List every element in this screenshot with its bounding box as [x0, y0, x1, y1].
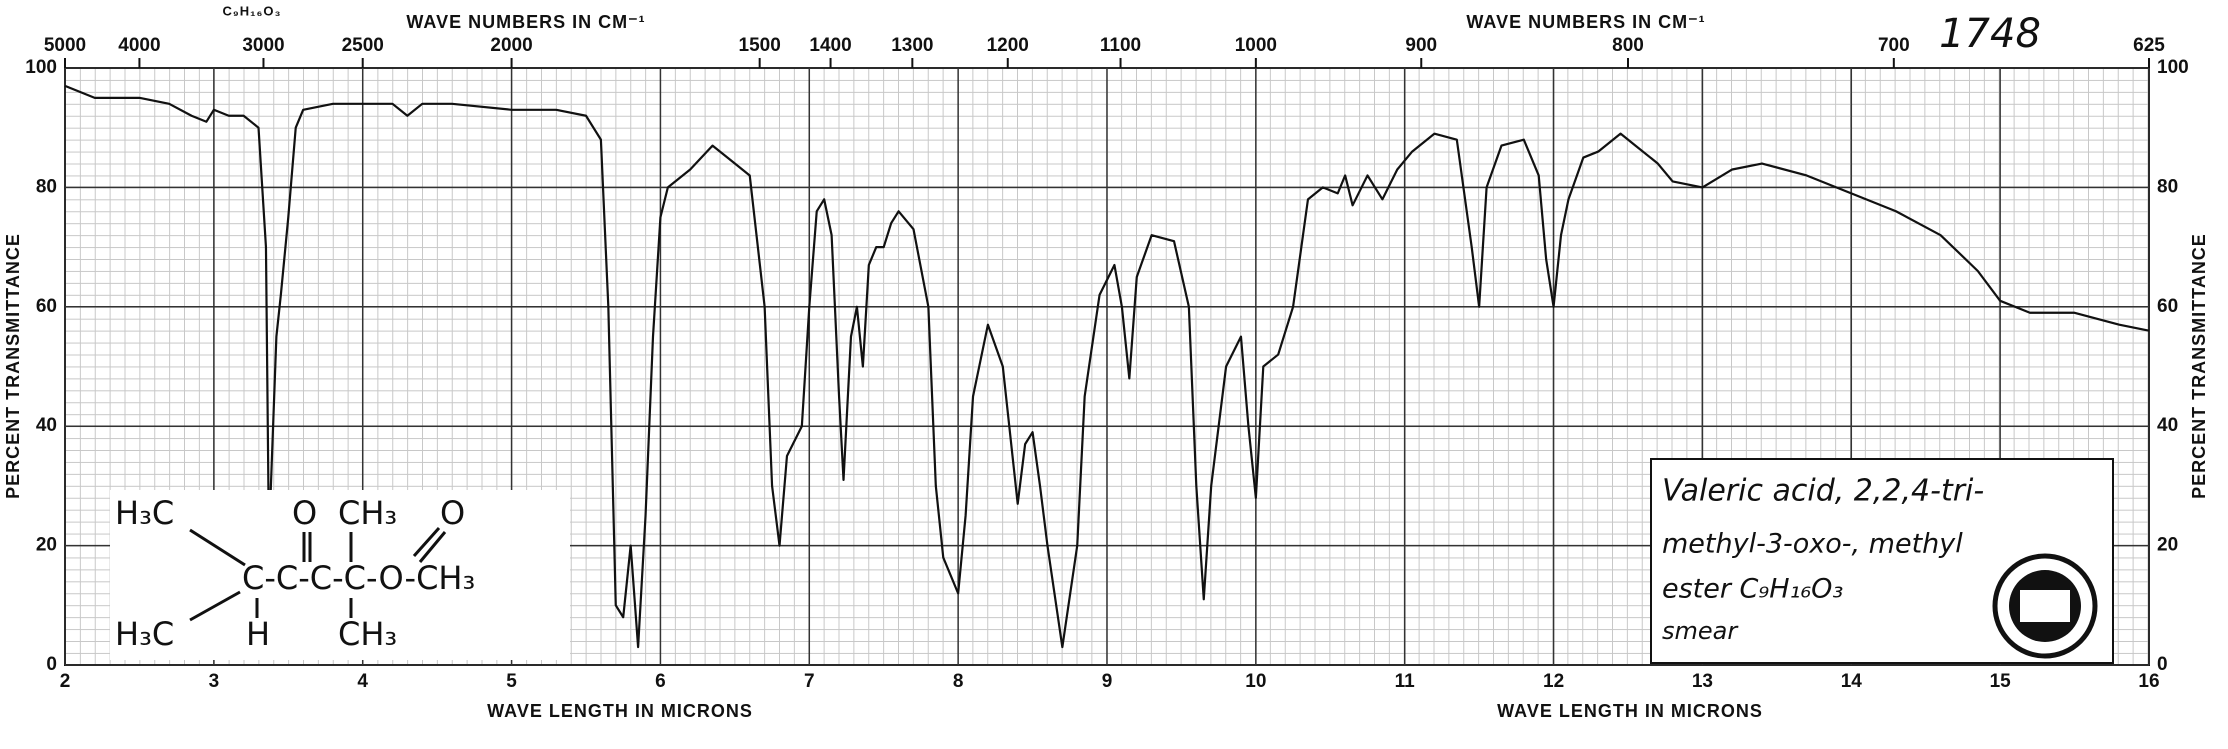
x2-tick-label: 1100 [1100, 35, 1141, 56]
structure-label: C-C-C-C-O-CH₃ [242, 559, 475, 597]
y-axis-label: PERCENT TRANSMITTANCE [2189, 233, 2209, 499]
x-axis-label: WAVE LENGTH IN MICRONS [487, 701, 753, 721]
logo [1992, 553, 2098, 659]
structure-label: H [246, 615, 270, 653]
formula-label: C₉H₁₆O₃ [222, 3, 281, 18]
y-tick-label: 100 [25, 57, 57, 78]
logo-band [2020, 590, 2070, 622]
x2-tick-label: 3000 [242, 35, 284, 56]
bond [189, 590, 241, 622]
structure-label: H₃C [115, 494, 174, 532]
y-tick-label: 80 [2157, 176, 2178, 197]
spectrum-number: 1748 [1939, 11, 2041, 57]
x-tick-label: 8 [953, 671, 964, 692]
x2-tick-label: 900 [1405, 35, 1437, 56]
y-axis-label: PERCENT TRANSMITTANCE [3, 233, 23, 499]
bond [418, 531, 447, 563]
x2-tick-label: 700 [1878, 35, 1910, 56]
x2-tick-label: 1200 [987, 35, 1029, 56]
spectrum-line [64, 84, 2150, 649]
structure-label: CH₃ [338, 615, 397, 653]
x-tick-label: 9 [1102, 671, 1113, 692]
annotation-line: ester C₉H₁₆O₃ [1662, 574, 1843, 605]
structure: H₃C O CH₃ O C-C-C-C-O-CH₃ H₃C H CH₃ [110, 490, 570, 660]
x-tick-label: 13 [1692, 671, 1713, 692]
x-tick-label: 12 [1543, 671, 1564, 692]
x2-tick-label: 5000 [44, 35, 86, 56]
x2-tick-label: 2000 [490, 35, 532, 56]
x-axis-label: WAVE LENGTH IN MICRONS [1497, 701, 1763, 721]
x-tick-label: 16 [2138, 671, 2159, 692]
y-tick-label: 20 [36, 535, 57, 556]
y-tick-label: 20 [2157, 535, 2178, 556]
y-tick-label: 60 [2157, 296, 2178, 317]
x-tick-label: 7 [804, 671, 815, 692]
annotation-box: Valeric acid, 2,2,4-tri- methyl-3-oxo-, … [1650, 458, 2114, 664]
top-axis-label: WAVE NUMBERS IN CM⁻¹ [1466, 12, 1705, 32]
x2-tick-label: 800 [1612, 35, 1644, 56]
x2-tick-label: 1300 [891, 35, 933, 56]
x2-tick-label: 1400 [809, 35, 851, 56]
x-tick-label: 4 [357, 671, 368, 692]
bond [412, 527, 441, 557]
x-tick-label: 11 [1395, 671, 1416, 692]
x-tick-label: 14 [1841, 671, 1863, 692]
x2-tick-label: 1000 [1235, 35, 1277, 56]
annotation-line: smear [1662, 617, 1739, 645]
bond [189, 528, 246, 567]
x-tick-label: 5 [506, 671, 517, 692]
y-tick-label: 60 [36, 296, 57, 317]
top-axis-label: WAVE NUMBERS IN CM⁻¹ [406, 12, 645, 32]
x2-tick-label: 625 [2133, 35, 2165, 56]
structure-label: O [440, 494, 465, 532]
x2-tick-label: 4000 [118, 35, 160, 56]
y-tick-label: 0 [46, 654, 57, 675]
x2-tick-label: 1500 [739, 35, 781, 56]
x-tick-label: 6 [655, 671, 666, 692]
annotation-line: methyl-3-oxo-, methyl [1662, 529, 1963, 560]
y-tick-label: 0 [2157, 654, 2168, 675]
x-tick-label: 2 [60, 671, 71, 692]
structure-label: O [292, 494, 317, 532]
y-tick-label: 40 [36, 415, 57, 436]
y-tick-label: 80 [36, 176, 57, 197]
y-tick-label: 40 [2157, 415, 2178, 436]
x2-tick-label: 2500 [342, 35, 384, 56]
x-tick-label: 3 [209, 671, 220, 692]
bonds [189, 527, 447, 622]
y-tick-label: 100 [2157, 57, 2189, 78]
x-tick-label: 10 [1245, 671, 1266, 692]
structure-label: CH₃ [338, 494, 397, 532]
structure-label: H₃C [115, 615, 174, 653]
x-tick-label: 15 [1990, 671, 2012, 692]
annotation-line: Valeric acid, 2,2,4-tri- [1662, 474, 1984, 509]
structure-backdrop [110, 490, 570, 660]
